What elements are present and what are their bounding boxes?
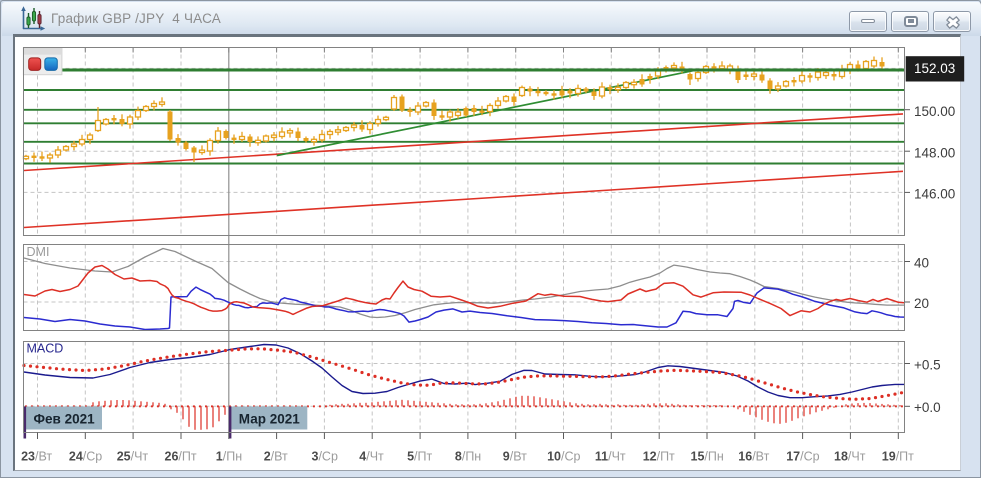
svg-text:25/Чт: 25/Чт: [117, 450, 149, 464]
svg-text:+0.5: +0.5: [914, 357, 941, 372]
svg-text:2/Вт: 2/Вт: [264, 450, 288, 464]
svg-text:4/Чт: 4/Чт: [359, 450, 384, 464]
svg-text:23/Вт: 23/Вт: [21, 450, 52, 464]
svg-text:DMI: DMI: [27, 245, 50, 259]
svg-text:12/Пт: 12/Пт: [643, 450, 675, 464]
svg-text:Фев 2021: Фев 2021: [34, 412, 96, 427]
svg-text:148.00: 148.00: [914, 146, 955, 161]
svg-text:40: 40: [914, 255, 929, 270]
svg-text:26/Пт: 26/Пт: [165, 450, 197, 464]
svg-text:MACD: MACD: [27, 342, 64, 356]
svg-text:10/Ср: 10/Ср: [547, 450, 580, 464]
svg-text:146.00: 146.00: [914, 187, 955, 202]
svg-text:19/Пт: 19/Пт: [882, 450, 914, 464]
svg-text:+0.0: +0.0: [914, 400, 941, 415]
svg-text:150.00: 150.00: [914, 104, 955, 119]
svg-text:17/Ср: 17/Ср: [786, 450, 819, 464]
svg-text:11/Чт: 11/Чт: [595, 450, 626, 464]
svg-text:20: 20: [914, 296, 929, 311]
svg-text:24/Ср: 24/Ср: [69, 450, 102, 464]
svg-text:1/Пн: 1/Пн: [216, 450, 242, 464]
svg-text:18/Чт: 18/Чт: [834, 450, 866, 464]
svg-text:8/Пн: 8/Пн: [455, 450, 481, 464]
svg-text:16/Вт: 16/Вт: [738, 450, 769, 464]
svg-text:3/Ср: 3/Ср: [312, 450, 338, 464]
svg-text:152.03: 152.03: [914, 61, 955, 76]
svg-text:9/Вт: 9/Вт: [503, 450, 527, 464]
svg-text:5/Пт: 5/Пт: [407, 450, 432, 464]
svg-text:Мар 2021: Мар 2021: [239, 412, 300, 427]
svg-text:15/Пн: 15/Пн: [691, 450, 724, 464]
